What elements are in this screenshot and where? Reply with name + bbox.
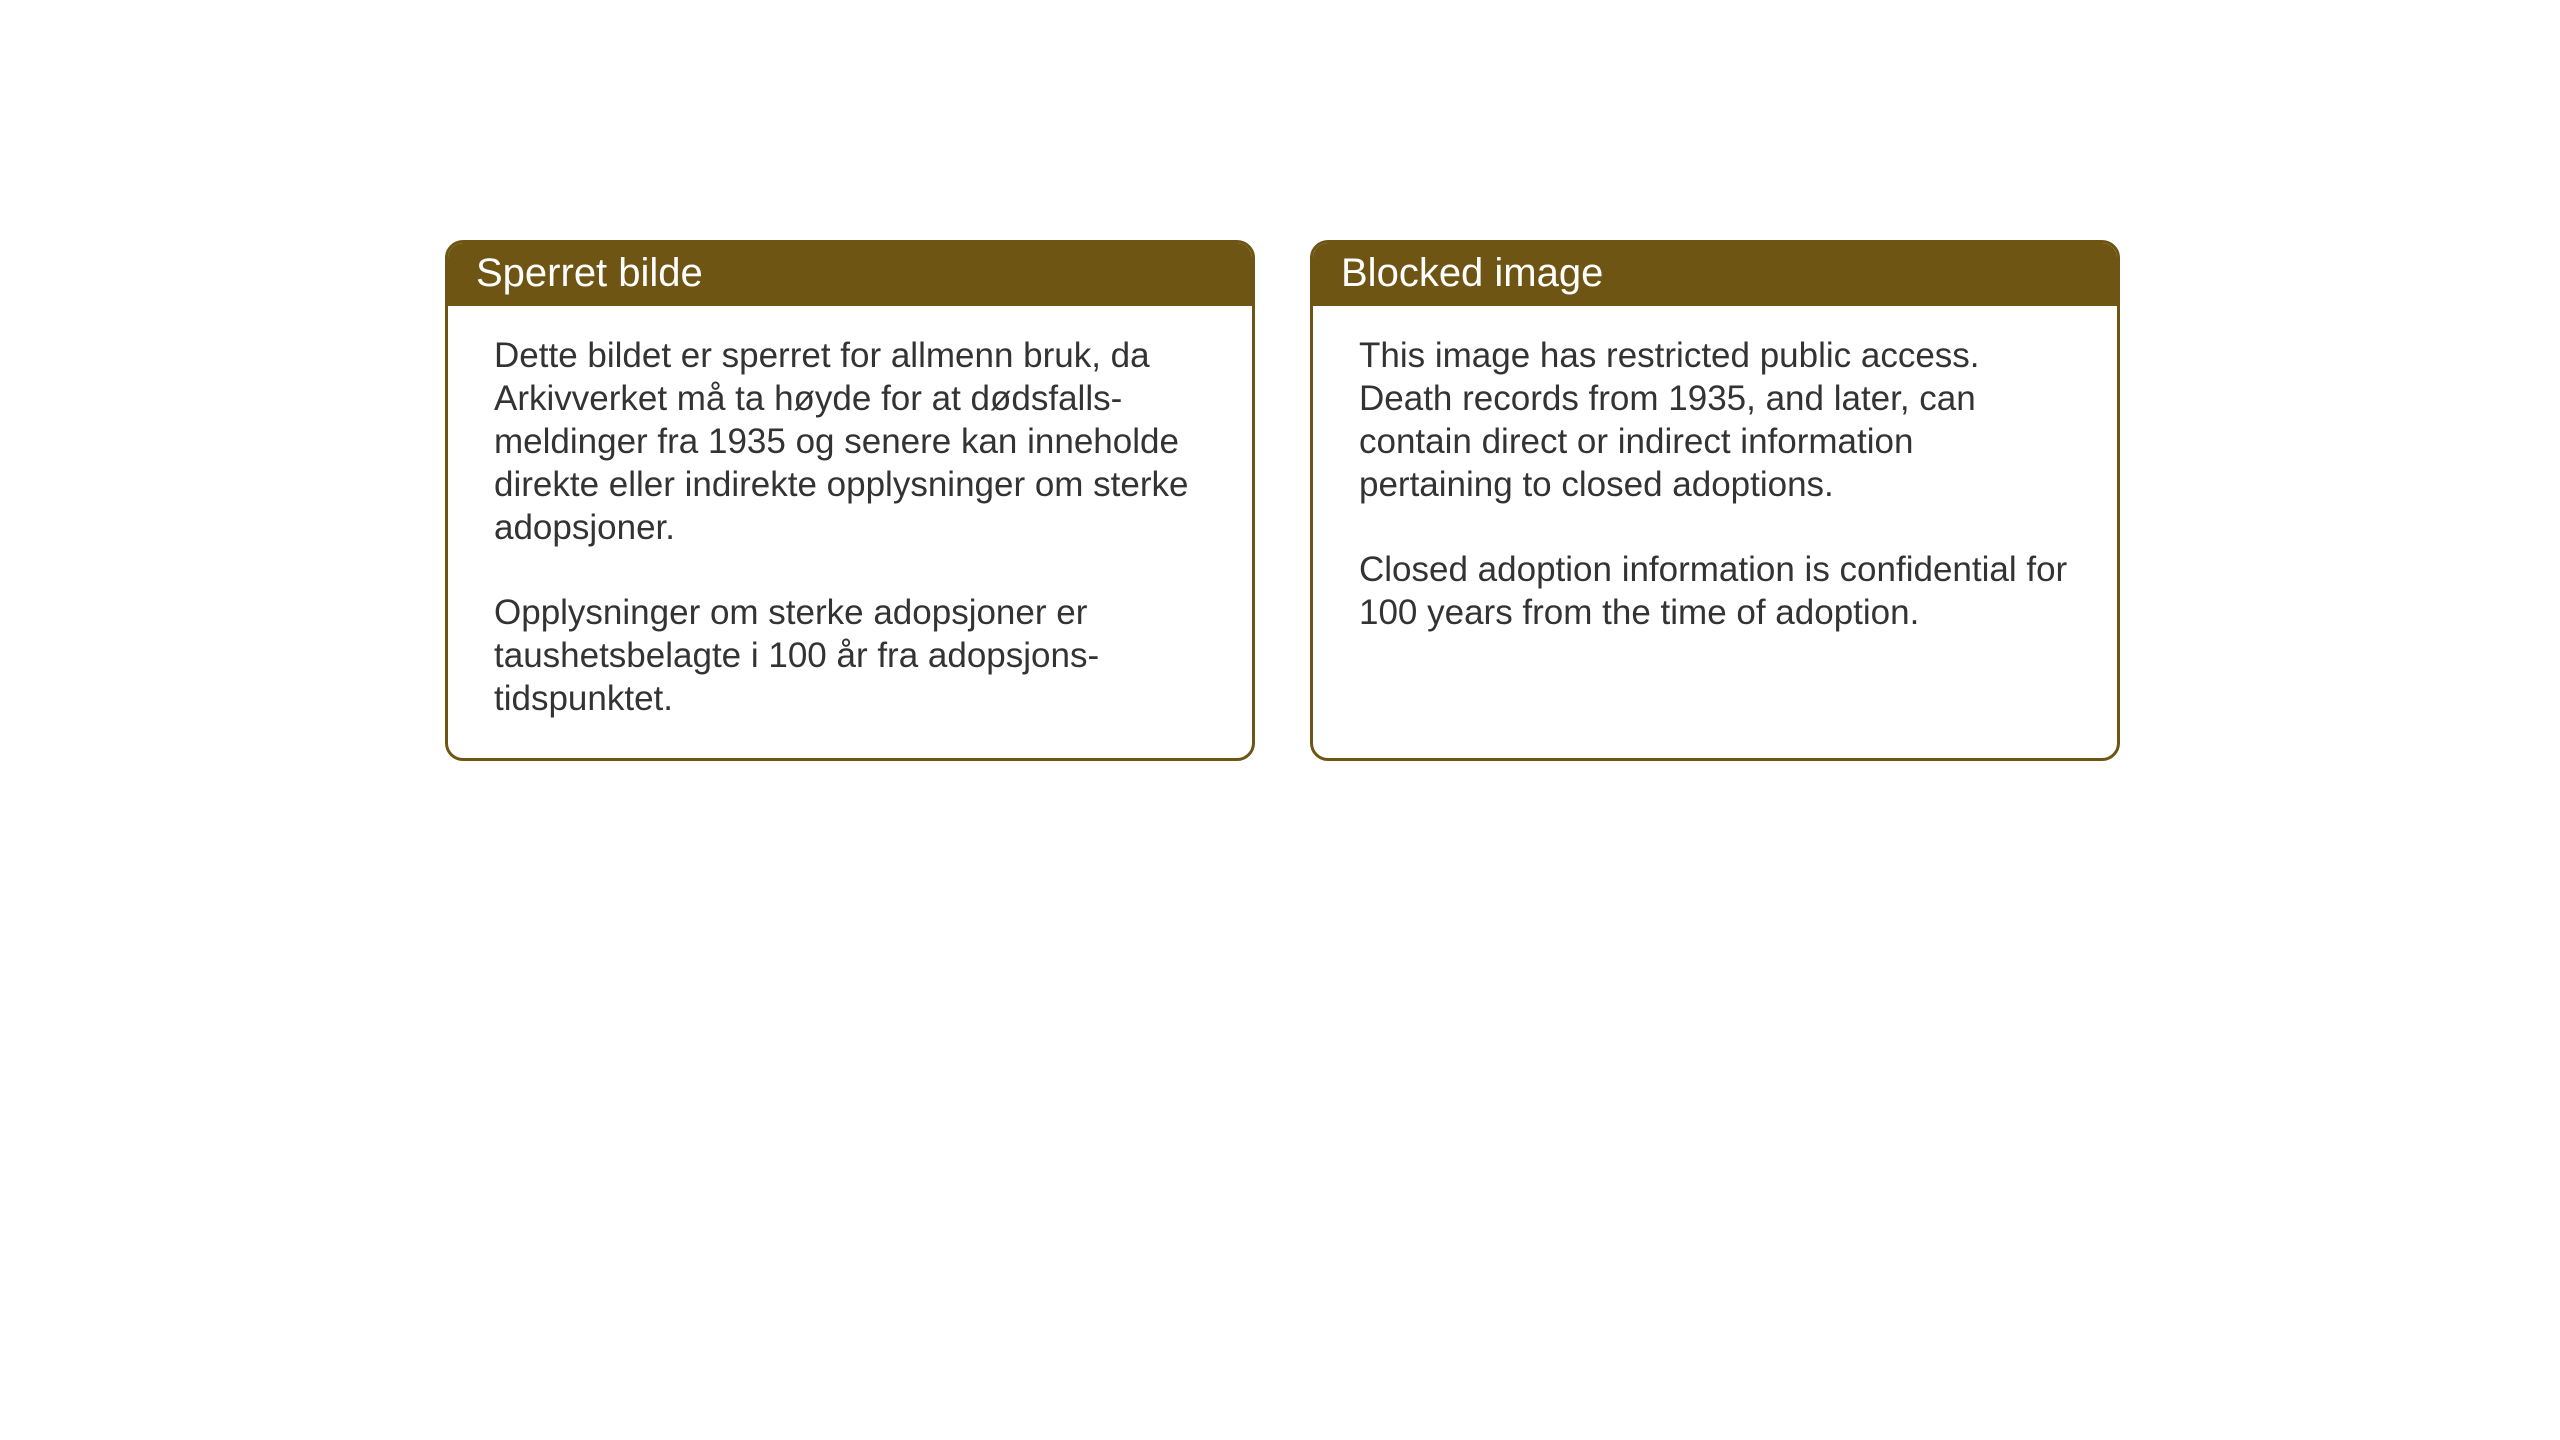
card-paragraph-1-english: This image has restricted public access.… bbox=[1359, 334, 2071, 506]
card-title-norwegian: Sperret bilde bbox=[476, 251, 703, 295]
card-paragraph-1-norwegian: Dette bildet er sperret for allmenn bruk… bbox=[494, 334, 1206, 549]
notice-container: Sperret bilde Dette bildet er sperret fo… bbox=[445, 240, 2120, 761]
card-header-norwegian: Sperret bilde bbox=[448, 243, 1252, 306]
card-paragraph-2-norwegian: Opplysninger om sterke adopsjoner er tau… bbox=[494, 591, 1206, 720]
card-header-english: Blocked image bbox=[1313, 243, 2117, 306]
card-paragraph-2-english: Closed adoption information is confident… bbox=[1359, 548, 2071, 634]
card-body-english: This image has restricted public access.… bbox=[1313, 306, 2117, 758]
notice-card-english: Blocked image This image has restricted … bbox=[1310, 240, 2120, 761]
notice-card-norwegian: Sperret bilde Dette bildet er sperret fo… bbox=[445, 240, 1255, 761]
card-title-english: Blocked image bbox=[1341, 251, 1603, 295]
card-body-norwegian: Dette bildet er sperret for allmenn bruk… bbox=[448, 306, 1252, 758]
